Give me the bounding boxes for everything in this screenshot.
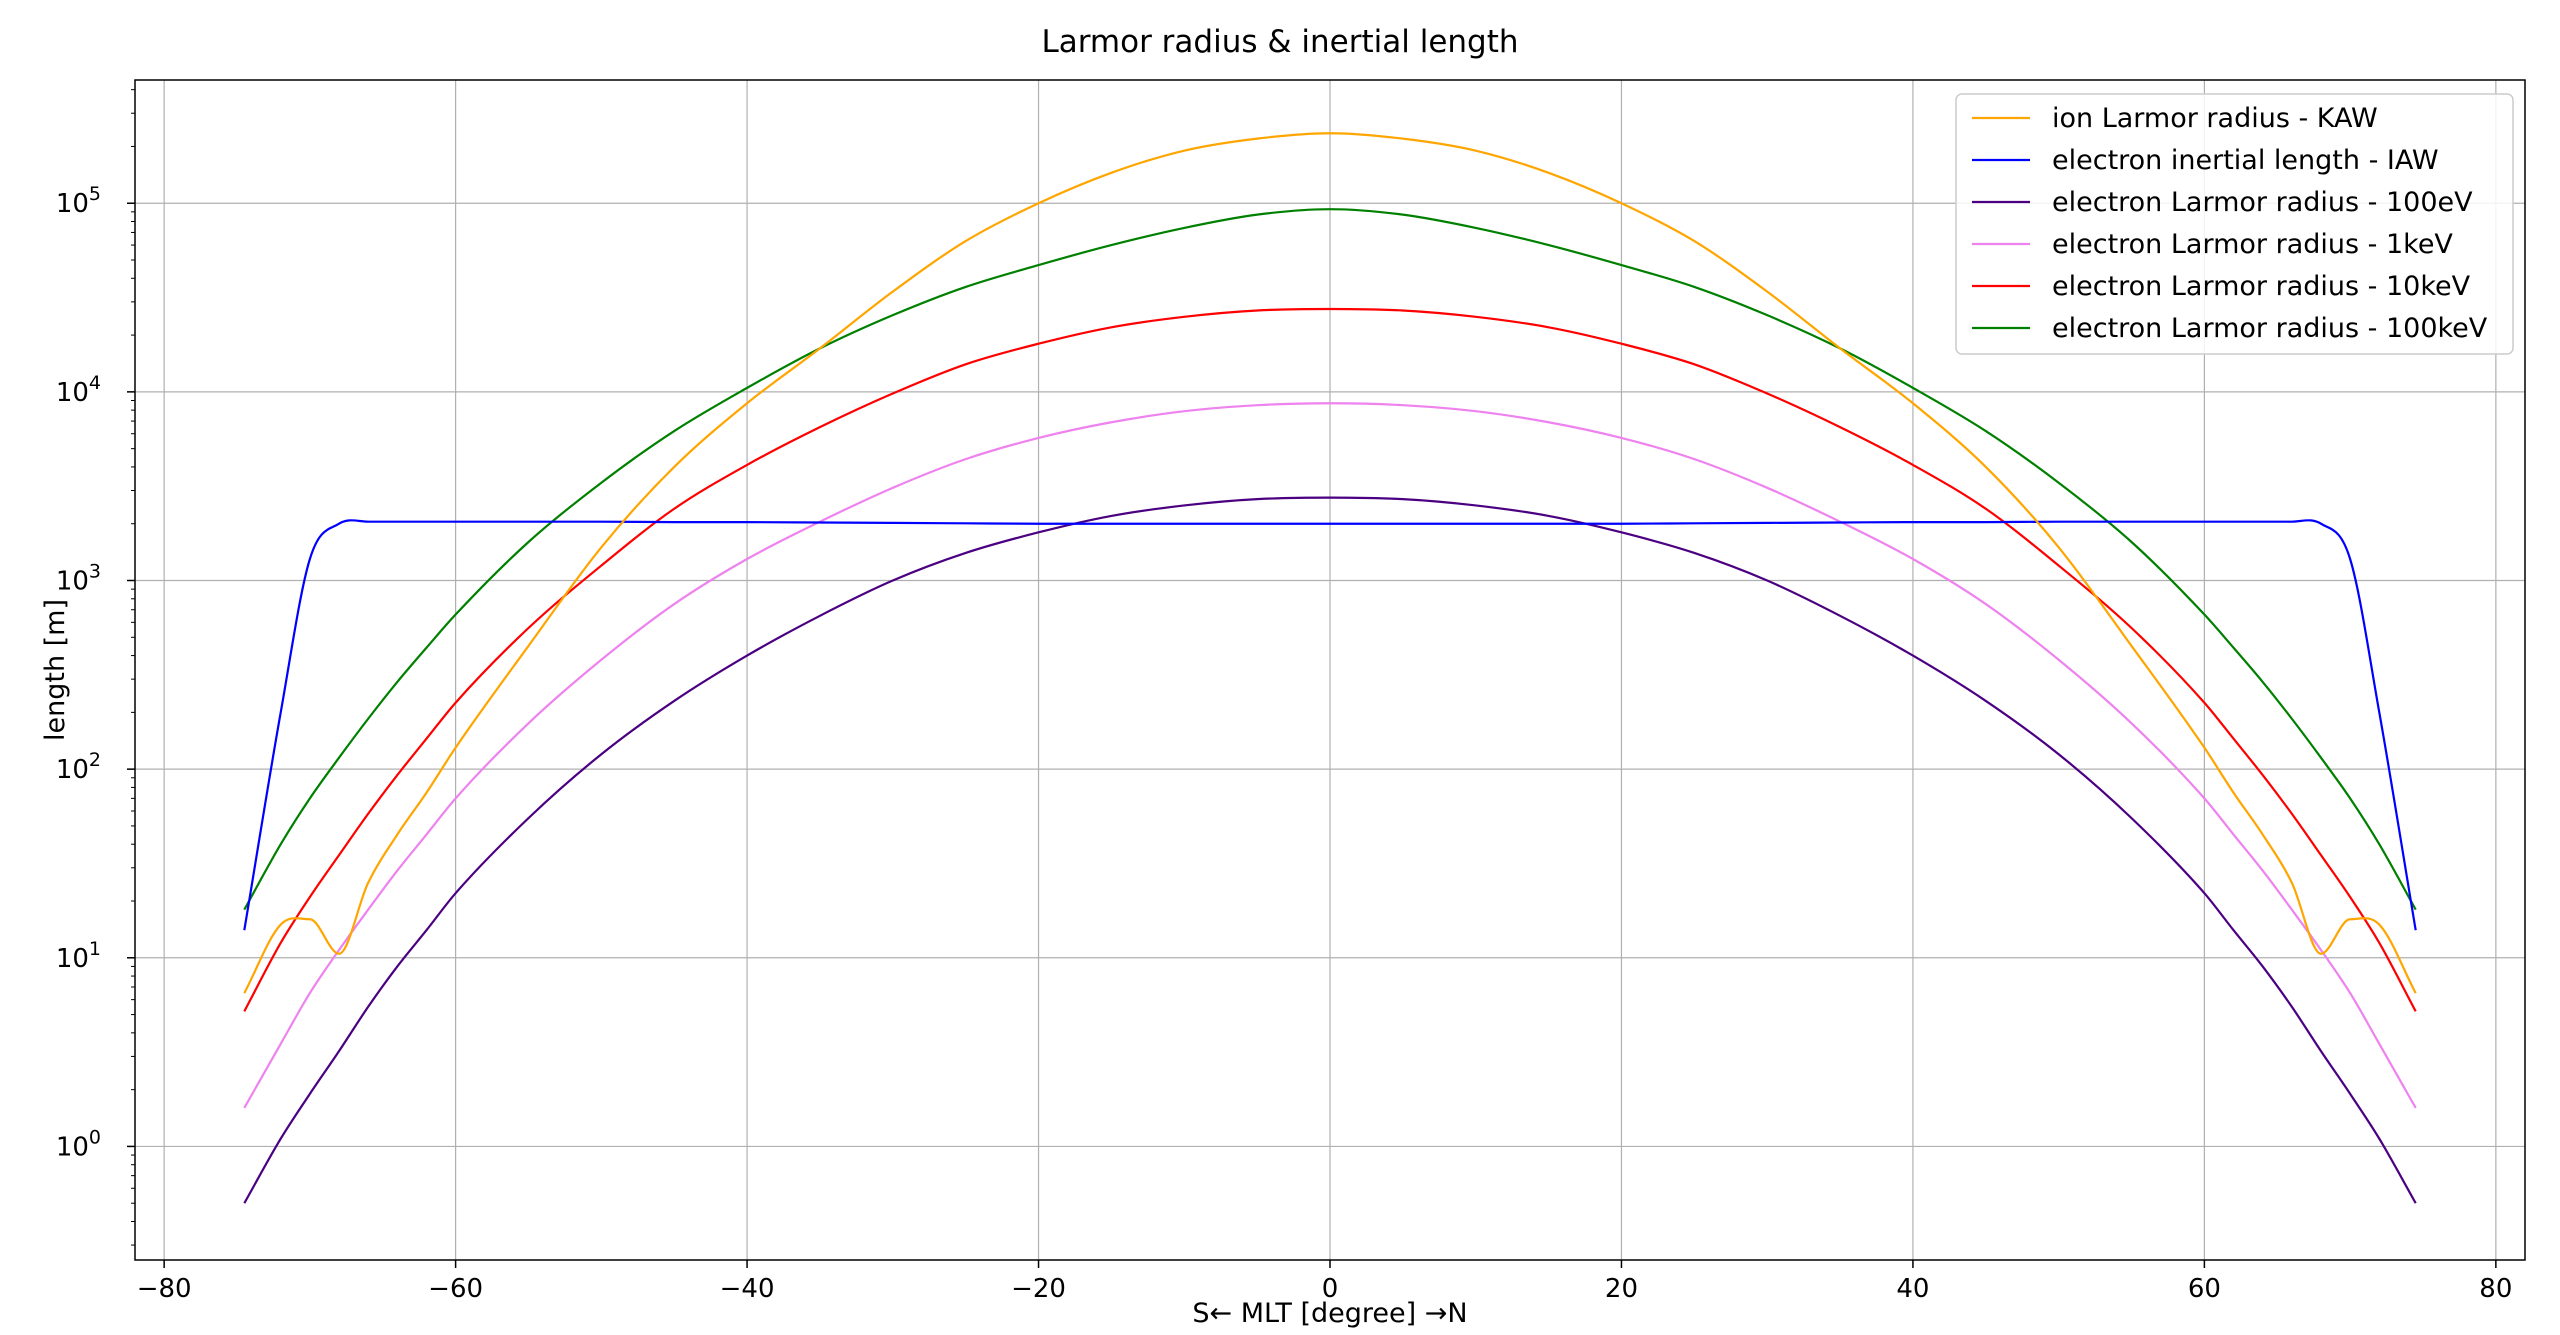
legend: ion Larmor radius - KAW electron inertial… bbox=[1955, 93, 2514, 355]
y-tick-label: 101 bbox=[56, 938, 101, 974]
x-tick-label: 80 bbox=[2479, 1274, 2512, 1304]
x-axis-label: S← MLT [degree] →N bbox=[1192, 1298, 1467, 1329]
x-tick-label: −60 bbox=[428, 1274, 483, 1304]
x-tick-label: −80 bbox=[137, 1274, 192, 1304]
y-tick-label: 104 bbox=[56, 372, 101, 408]
legend-label: electron Larmor radius - 1keV bbox=[2052, 229, 2453, 260]
y-tick-label: 100 bbox=[56, 1126, 101, 1162]
legend-label: electron Larmor radius - 10keV bbox=[2052, 271, 2471, 302]
series-line bbox=[243, 402, 2417, 1109]
y-tick-label: 102 bbox=[56, 749, 101, 785]
y-tick-label: 103 bbox=[56, 561, 101, 597]
legend-label: electron inertial length - IAW bbox=[2052, 145, 2439, 176]
y-axis-label: length [m] bbox=[40, 599, 71, 741]
series-line bbox=[243, 132, 2417, 994]
legend-label: ion Larmor radius - KAW bbox=[2052, 103, 2378, 134]
x-tick-label: 40 bbox=[1896, 1274, 1929, 1304]
chart-title: Larmor radius & inertial length bbox=[1041, 24, 1518, 60]
x-tick-label: −40 bbox=[720, 1274, 775, 1304]
series-line bbox=[243, 519, 2417, 931]
series-line bbox=[243, 496, 2417, 1204]
plot-lines bbox=[243, 132, 2417, 1204]
legend-box bbox=[1955, 93, 2514, 355]
x-tick-label: 60 bbox=[2188, 1274, 2221, 1304]
series-line bbox=[243, 307, 2417, 1012]
x-tick-label: 20 bbox=[1605, 1274, 1638, 1304]
legend-label: electron Larmor radius - 100eV bbox=[2052, 187, 2473, 218]
x-tick-label: −20 bbox=[1011, 1274, 1066, 1304]
legend-label: electron Larmor radius - 100keV bbox=[2052, 313, 2488, 344]
x-tick-label: 0 bbox=[1322, 1274, 1339, 1304]
x-axis-ticks: −80 −60 −40 −20 0 20 40 60 80 bbox=[137, 1260, 2512, 1304]
series-line bbox=[243, 208, 2417, 911]
grid-lines bbox=[135, 80, 2525, 1260]
y-tick-label: 105 bbox=[56, 183, 101, 219]
